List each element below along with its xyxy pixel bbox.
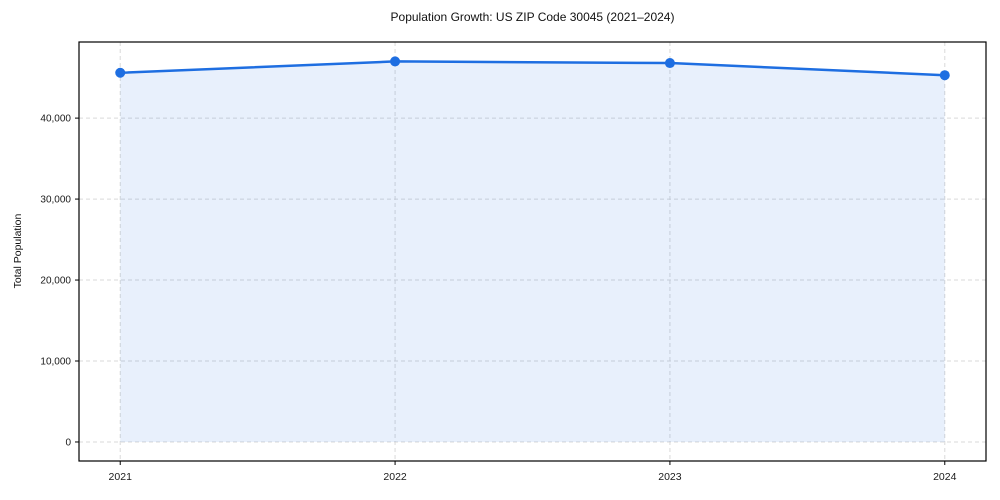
- y-tick-label: 0: [65, 437, 71, 448]
- data-line: [118, 60, 947, 77]
- y-tick-label: 40,000: [40, 114, 71, 125]
- x-tick-label: 2021: [109, 471, 133, 483]
- chart-title: Population Growth: US ZIP Code 30045 (20…: [390, 10, 675, 24]
- x-tick-label: 2023: [658, 471, 682, 483]
- plot-border: [78, 41, 987, 462]
- x-tick-label: 2024: [933, 471, 957, 483]
- data-point: [664, 58, 675, 69]
- y-tick-label: 30,000: [40, 195, 71, 206]
- y-tick-label: 20,000: [40, 276, 71, 287]
- data-point: [115, 67, 126, 78]
- data-point: [939, 70, 950, 81]
- x-tick-label: 2022: [383, 471, 407, 483]
- data-point: [390, 56, 401, 67]
- area-fill: [120, 61, 945, 442]
- y-tick-label: 10,000: [40, 357, 71, 368]
